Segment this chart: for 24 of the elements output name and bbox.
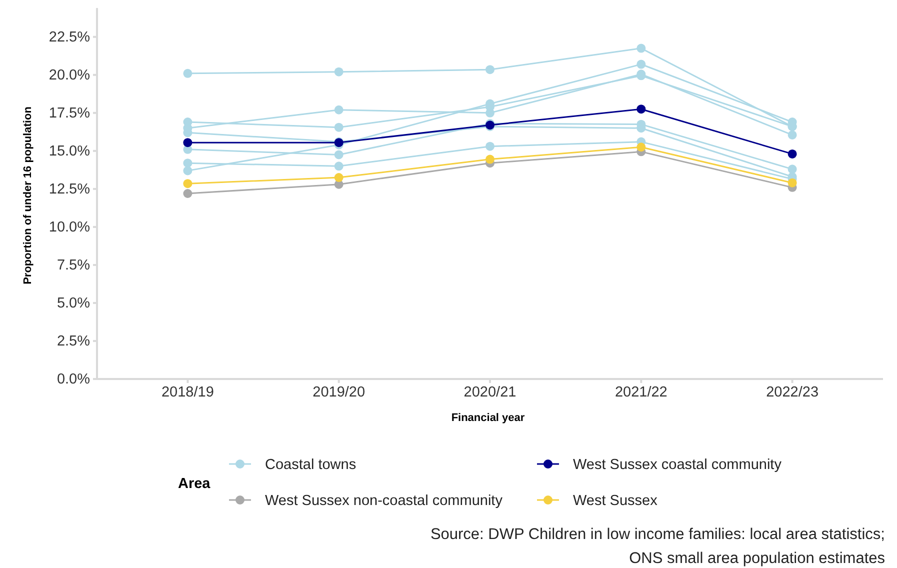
y-tick-label: 12.5%: [48, 182, 90, 198]
source-note: Source: DWP Children in low income families: local area statistics;: [430, 526, 885, 543]
y-tick-label: 10.0%: [48, 220, 90, 236]
y-tick-label: 2.5%: [56, 334, 90, 350]
y-tick-label: 15.0%: [48, 144, 90, 160]
x-tick-label: 2022/23: [766, 384, 819, 400]
x-tick-label: 2021/22: [614, 384, 668, 400]
x-tick-label: 2018/19: [161, 384, 214, 400]
legend-label: West Sussex coastal community: [573, 457, 782, 473]
x-tick-label: 2019/20: [312, 384, 366, 400]
y-tick-label: 5.0%: [56, 296, 90, 312]
legend-label: West Sussex: [573, 493, 658, 509]
text: ONS small area population estimates: [629, 550, 886, 567]
y-axis-title: Proportion of under 16 population: [22, 106, 34, 284]
legend-label: West Sussex non-coastal community: [265, 493, 504, 509]
x-axis-title: Financial year: [451, 412, 526, 424]
legend-title: Area: [178, 476, 212, 492]
y-tick-label: 17.5%: [48, 106, 90, 122]
y-tick-label: 20.0%: [48, 68, 90, 84]
legend-label: Coastal towns: [265, 457, 356, 473]
x-tick-label: 2020/21: [464, 384, 516, 400]
y-tick-label: 22.5%: [48, 30, 90, 46]
y-tick-label: 7.5%: [56, 258, 90, 274]
y-tick-label: 0.0%: [56, 372, 90, 388]
